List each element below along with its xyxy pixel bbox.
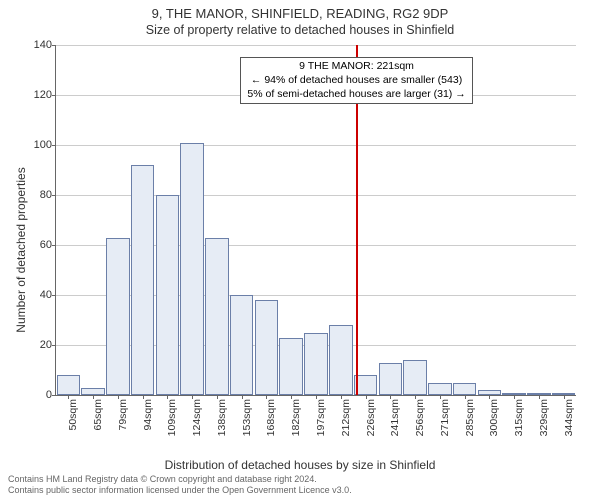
ytick-label: 60 [40, 239, 56, 251]
xtick-label: 124sqm [191, 399, 203, 436]
footer-line-1: Contains HM Land Registry data © Crown c… [8, 474, 592, 485]
ytick-label: 80 [40, 189, 56, 201]
histogram-bar [205, 238, 229, 396]
chart-subtitle: Size of property relative to detached ho… [0, 21, 600, 37]
x-axis-label: Distribution of detached houses by size … [0, 458, 600, 472]
histogram-bar [131, 165, 155, 395]
histogram-bar [453, 383, 477, 396]
footer-line-2: Contains public sector information licen… [8, 485, 592, 496]
xtick-label: 241sqm [389, 399, 401, 436]
xtick-label: 256sqm [414, 399, 426, 436]
xtick-label: 344sqm [563, 399, 575, 436]
y-axis-label: Number of detached properties [14, 167, 28, 332]
ytick-label: 140 [34, 39, 56, 51]
xtick-label: 153sqm [241, 399, 253, 436]
histogram-bar [156, 195, 180, 395]
histogram-bar [428, 383, 452, 396]
gridline [56, 45, 576, 46]
xtick-label: 109sqm [166, 399, 178, 436]
ytick-label: 120 [34, 89, 56, 101]
plot-area: 02040608010012014050sqm65sqm79sqm94sqm10… [55, 45, 576, 396]
xtick-label: 65sqm [92, 399, 104, 431]
ytick-label: 100 [34, 139, 56, 151]
xtick-label: 138sqm [216, 399, 228, 436]
ytick-label: 40 [40, 289, 56, 301]
histogram-bar [180, 143, 204, 396]
histogram-bar [304, 333, 328, 396]
xtick-label: 182sqm [290, 399, 302, 436]
histogram-bar [255, 300, 279, 395]
xtick-label: 300sqm [488, 399, 500, 436]
histogram-bar [106, 238, 130, 396]
histogram-bar [379, 363, 403, 396]
histogram-bar [279, 338, 303, 396]
annotation-box: 9 THE MANOR: 221sqm← 94% of detached hou… [240, 57, 472, 104]
histogram-bar [403, 360, 427, 395]
xtick-label: 94sqm [142, 399, 154, 431]
annotation-line: 5% of semi-detached houses are larger (3… [247, 88, 465, 102]
data-attribution: Contains HM Land Registry data © Crown c… [8, 474, 592, 496]
xtick-label: 197sqm [315, 399, 327, 436]
histogram-bar [57, 375, 81, 395]
annotation-line: 9 THE MANOR: 221sqm [247, 60, 465, 74]
histogram-bar [81, 388, 105, 396]
xtick-label: 50sqm [67, 399, 79, 431]
xtick-label: 285sqm [464, 399, 476, 436]
ytick-label: 0 [46, 389, 56, 401]
histogram-bar [230, 295, 254, 395]
annotation-line: ← 94% of detached houses are smaller (54… [247, 74, 465, 88]
histogram-bar [329, 325, 353, 395]
chart-container: 9, THE MANOR, SHINFIELD, READING, RG2 9D… [0, 0, 600, 500]
chart-title: 9, THE MANOR, SHINFIELD, READING, RG2 9D… [0, 0, 600, 21]
gridline [56, 145, 576, 146]
xtick-label: 271sqm [439, 399, 451, 436]
xtick-label: 212sqm [340, 399, 352, 436]
xtick-label: 79sqm [117, 399, 129, 431]
ytick-label: 20 [40, 339, 56, 351]
xtick-label: 315sqm [513, 399, 525, 436]
xtick-label: 168sqm [265, 399, 277, 436]
xtick-label: 226sqm [365, 399, 377, 436]
xtick-label: 329sqm [538, 399, 550, 436]
